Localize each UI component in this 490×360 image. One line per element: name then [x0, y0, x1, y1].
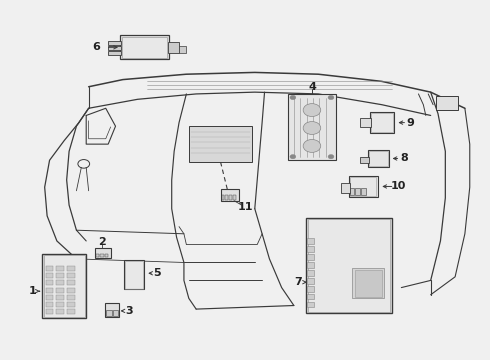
Bar [307, 294, 315, 300]
Circle shape [328, 154, 334, 159]
Bar [124, 260, 145, 289]
Bar [189, 126, 252, 162]
Bar [307, 262, 315, 268]
Bar [307, 286, 315, 292]
Bar [46, 302, 53, 307]
Bar [113, 310, 119, 316]
Bar [46, 266, 53, 271]
Bar [105, 253, 108, 257]
Bar [360, 118, 370, 127]
Text: 7: 7 [294, 277, 302, 287]
Bar [168, 42, 179, 53]
Bar [46, 309, 53, 314]
Circle shape [303, 104, 321, 117]
Text: 11: 11 [237, 202, 253, 212]
Bar [352, 268, 384, 298]
Bar [341, 183, 349, 193]
Bar [369, 151, 388, 166]
Bar [288, 94, 336, 160]
Bar [349, 188, 354, 195]
Text: 9: 9 [406, 118, 414, 128]
Bar [125, 261, 144, 289]
Bar [67, 273, 75, 278]
Bar [220, 189, 239, 201]
Circle shape [290, 95, 296, 100]
Bar [361, 188, 366, 195]
Text: 4: 4 [308, 82, 316, 92]
Bar [369, 112, 394, 134]
Bar [225, 195, 228, 200]
Bar [360, 157, 369, 163]
Circle shape [303, 122, 321, 134]
Bar [67, 309, 75, 314]
Bar [56, 266, 64, 271]
Bar [42, 253, 86, 318]
Text: 10: 10 [390, 181, 406, 192]
Bar [307, 278, 315, 284]
Bar [355, 270, 382, 297]
Bar [221, 195, 224, 200]
Bar [56, 288, 64, 293]
Text: 3: 3 [125, 306, 133, 316]
Bar [368, 150, 389, 167]
Bar [349, 177, 376, 196]
Circle shape [303, 139, 321, 152]
Bar [121, 36, 169, 59]
Text: 1: 1 [28, 286, 36, 296]
Bar [371, 113, 392, 132]
Bar [307, 270, 315, 276]
Bar [307, 246, 315, 252]
Bar [105, 303, 120, 317]
Bar [229, 195, 232, 200]
Bar [95, 248, 111, 258]
Bar [67, 288, 75, 293]
Bar [106, 310, 112, 316]
Bar [108, 46, 121, 50]
Bar [100, 253, 104, 257]
Circle shape [328, 95, 334, 100]
Bar [67, 266, 75, 271]
Bar [122, 37, 167, 58]
Text: 2: 2 [98, 237, 106, 247]
Bar [67, 295, 75, 300]
Bar [56, 302, 64, 307]
Text: 6: 6 [92, 42, 100, 52]
Bar [307, 302, 315, 307]
Bar [46, 288, 53, 293]
Bar [67, 302, 75, 307]
Bar [348, 176, 378, 197]
Text: 5: 5 [153, 268, 161, 278]
Bar [56, 280, 64, 285]
Bar [108, 41, 121, 45]
Bar [179, 45, 186, 53]
Bar [306, 218, 392, 313]
Bar [355, 188, 360, 195]
Bar [56, 309, 64, 314]
Bar [46, 295, 53, 300]
Bar [56, 295, 64, 300]
Bar [307, 254, 315, 260]
Bar [46, 273, 53, 278]
Circle shape [290, 154, 296, 159]
Bar [67, 280, 75, 285]
Bar [96, 253, 99, 257]
Bar [308, 219, 390, 312]
Bar [44, 255, 85, 317]
Bar [56, 273, 64, 278]
Bar [108, 51, 121, 55]
Bar [233, 195, 236, 200]
Bar [46, 280, 53, 285]
Bar [307, 238, 315, 244]
Bar [436, 96, 458, 110]
Text: 8: 8 [400, 153, 408, 163]
